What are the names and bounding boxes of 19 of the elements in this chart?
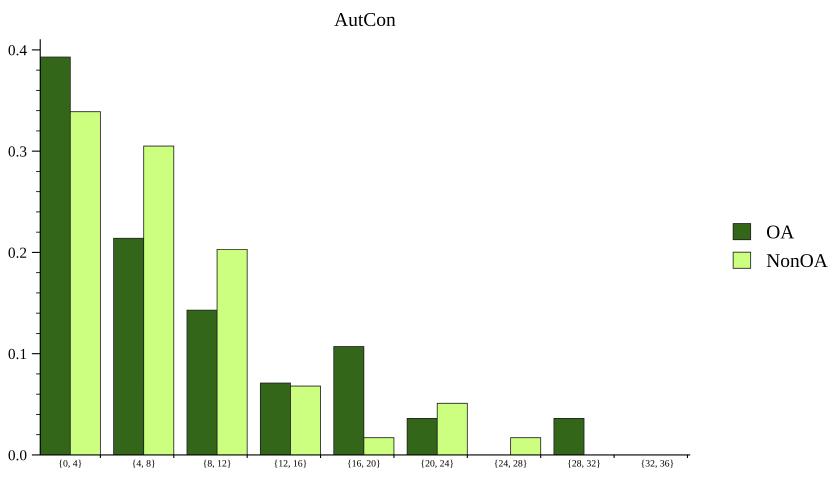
y-tick-label: 0.4	[8, 45, 27, 56]
x-tick-label: {24, 28}	[494, 460, 527, 468]
y-tick-label: 0.1	[8, 348, 26, 360]
x-tick-label: {32, 36}	[641, 460, 674, 468]
y-tick-label: 0.0	[8, 450, 26, 460]
x-tick-label: {4, 8}	[132, 460, 155, 468]
bar	[553, 418, 584, 455]
chart-title: AutCon	[334, 13, 396, 26]
y-tick-label: 0.2	[8, 248, 26, 258]
x-tick-label: {8, 12}	[204, 460, 231, 468]
legend-label: NonOA	[766, 254, 828, 268]
x-tick-label: {12, 16}	[274, 460, 306, 468]
bar	[510, 437, 542, 455]
x-tick-label: {16, 20}	[348, 460, 380, 468]
x-tick-label: {28, 32}	[568, 460, 600, 468]
legend-label: OA	[767, 225, 794, 239]
x-tick-label: {0, 4}	[59, 460, 82, 468]
y-tick-label: 0.3	[8, 146, 26, 157]
x-tick-label: {20, 24}	[421, 460, 454, 468]
